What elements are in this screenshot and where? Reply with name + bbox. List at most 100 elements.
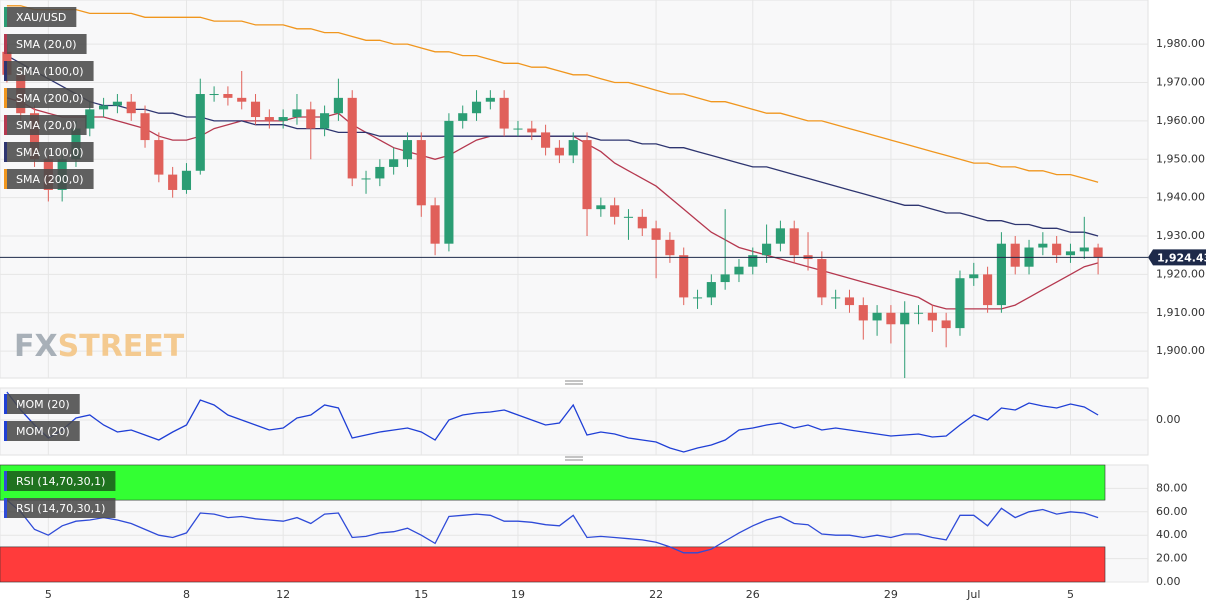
candle-body: [168, 174, 178, 190]
x-tick-label: 15: [414, 588, 428, 601]
last-price-label: 1,924.43: [1157, 251, 1211, 264]
legend-swatch: [4, 142, 7, 162]
legend-box: [4, 142, 94, 162]
legend-label: MOM (20): [16, 398, 70, 411]
candle-body: [568, 140, 578, 156]
candle-body: [734, 266, 744, 275]
candle-body: [983, 274, 993, 306]
candle-body: [886, 312, 896, 325]
legend-swatch: [4, 498, 7, 518]
candle-body: [955, 278, 965, 329]
candle-body: [320, 113, 330, 129]
last-price-box: [1148, 249, 1206, 266]
candle-body: [637, 216, 647, 229]
candle-body: [458, 113, 468, 121]
y-tick-label: 1,900.00: [1156, 344, 1205, 357]
y-tick-label: 40.00: [1156, 528, 1188, 541]
legend-label: SMA (100,0): [16, 146, 84, 159]
x-tick-label: 22: [649, 588, 663, 601]
legend-label: SMA (200,0): [16, 92, 84, 105]
legend-box: [4, 88, 94, 108]
candle-body: [927, 312, 937, 321]
watermark: FXSTREET: [14, 329, 185, 364]
candle-body: [900, 312, 910, 325]
candle-body: [154, 140, 164, 175]
series-line: [6, 5, 1099, 183]
candle-body: [499, 97, 509, 129]
legend-label: SMA (200,0): [16, 173, 84, 186]
candle-body: [872, 312, 882, 321]
candle-body: [623, 216, 634, 218]
y-tick-label: 1,920.00: [1156, 267, 1205, 280]
candle-body: [858, 305, 868, 321]
legend-swatch: [4, 61, 7, 81]
candle-body: [306, 109, 316, 129]
candle-body: [789, 228, 799, 256]
legend-swatch: [4, 88, 7, 108]
candle-body: [775, 228, 785, 244]
x-tick-label: 12: [276, 588, 290, 601]
legend-box: [4, 34, 87, 54]
candle-body: [941, 320, 951, 329]
y-tick-label: 1,910.00: [1156, 306, 1205, 319]
legend-swatch: [4, 34, 7, 54]
candle-body: [223, 94, 233, 98]
y-tick-label: 0.00: [1156, 575, 1181, 588]
legend-label: RSI (14,70,30,1): [16, 475, 105, 488]
candle-body: [250, 101, 261, 118]
candle-body: [831, 297, 841, 299]
y-tick-label: 60.00: [1156, 505, 1188, 518]
candle-body: [679, 255, 689, 298]
candle-body: [181, 170, 192, 190]
candle-body: [762, 243, 772, 256]
candle-body: [195, 94, 205, 171]
candle-body: [389, 159, 399, 167]
candle-body: [237, 97, 247, 102]
candle-body: [554, 147, 564, 156]
candle-body: [720, 274, 730, 283]
candle-body: [541, 132, 551, 148]
candle-body: [85, 109, 95, 129]
candle-body: [264, 117, 274, 121]
candle-body: [1079, 247, 1089, 252]
x-tick-label: 5: [1067, 588, 1074, 601]
candle-body: [610, 205, 620, 217]
candle-body: [1052, 243, 1062, 256]
y-tick-label: 1,950.00: [1156, 152, 1205, 165]
panel-background: [0, 387, 1149, 456]
legend-label: SMA (100,0): [16, 65, 84, 78]
legend-box: [4, 498, 116, 518]
candle-body: [347, 97, 357, 179]
candle-body: [99, 105, 109, 110]
watermark-part: FX: [14, 329, 58, 364]
legend-swatch: [4, 471, 7, 491]
candle-body: [692, 297, 703, 299]
candle-body: [29, 113, 40, 160]
candle-body: [126, 101, 136, 114]
legend-box: [4, 394, 80, 414]
candle-body: [112, 101, 122, 106]
watermark-part: STREET: [58, 329, 185, 364]
legend-box: [4, 421, 80, 441]
candle-body: [913, 312, 924, 314]
candle-body: [292, 109, 302, 118]
legend-swatch: [4, 7, 7, 27]
y-tick-label: 1,980.00: [1156, 37, 1205, 50]
y-tick-label: 0.00: [1156, 413, 1181, 426]
candle-body: [1093, 247, 1103, 258]
x-tick-label: 19: [511, 588, 525, 601]
candle-body: [969, 274, 979, 279]
x-tick-label: Jul: [966, 588, 980, 601]
x-tick-label: 8: [183, 588, 190, 601]
candle-body: [748, 255, 758, 267]
series-line: [6, 499, 1099, 554]
candle-body: [375, 166, 385, 179]
candle-body: [333, 97, 343, 114]
candle-body: [402, 140, 413, 160]
legend-box: [4, 7, 77, 27]
candle-body: [416, 140, 426, 206]
x-tick-label: 26: [746, 588, 760, 601]
